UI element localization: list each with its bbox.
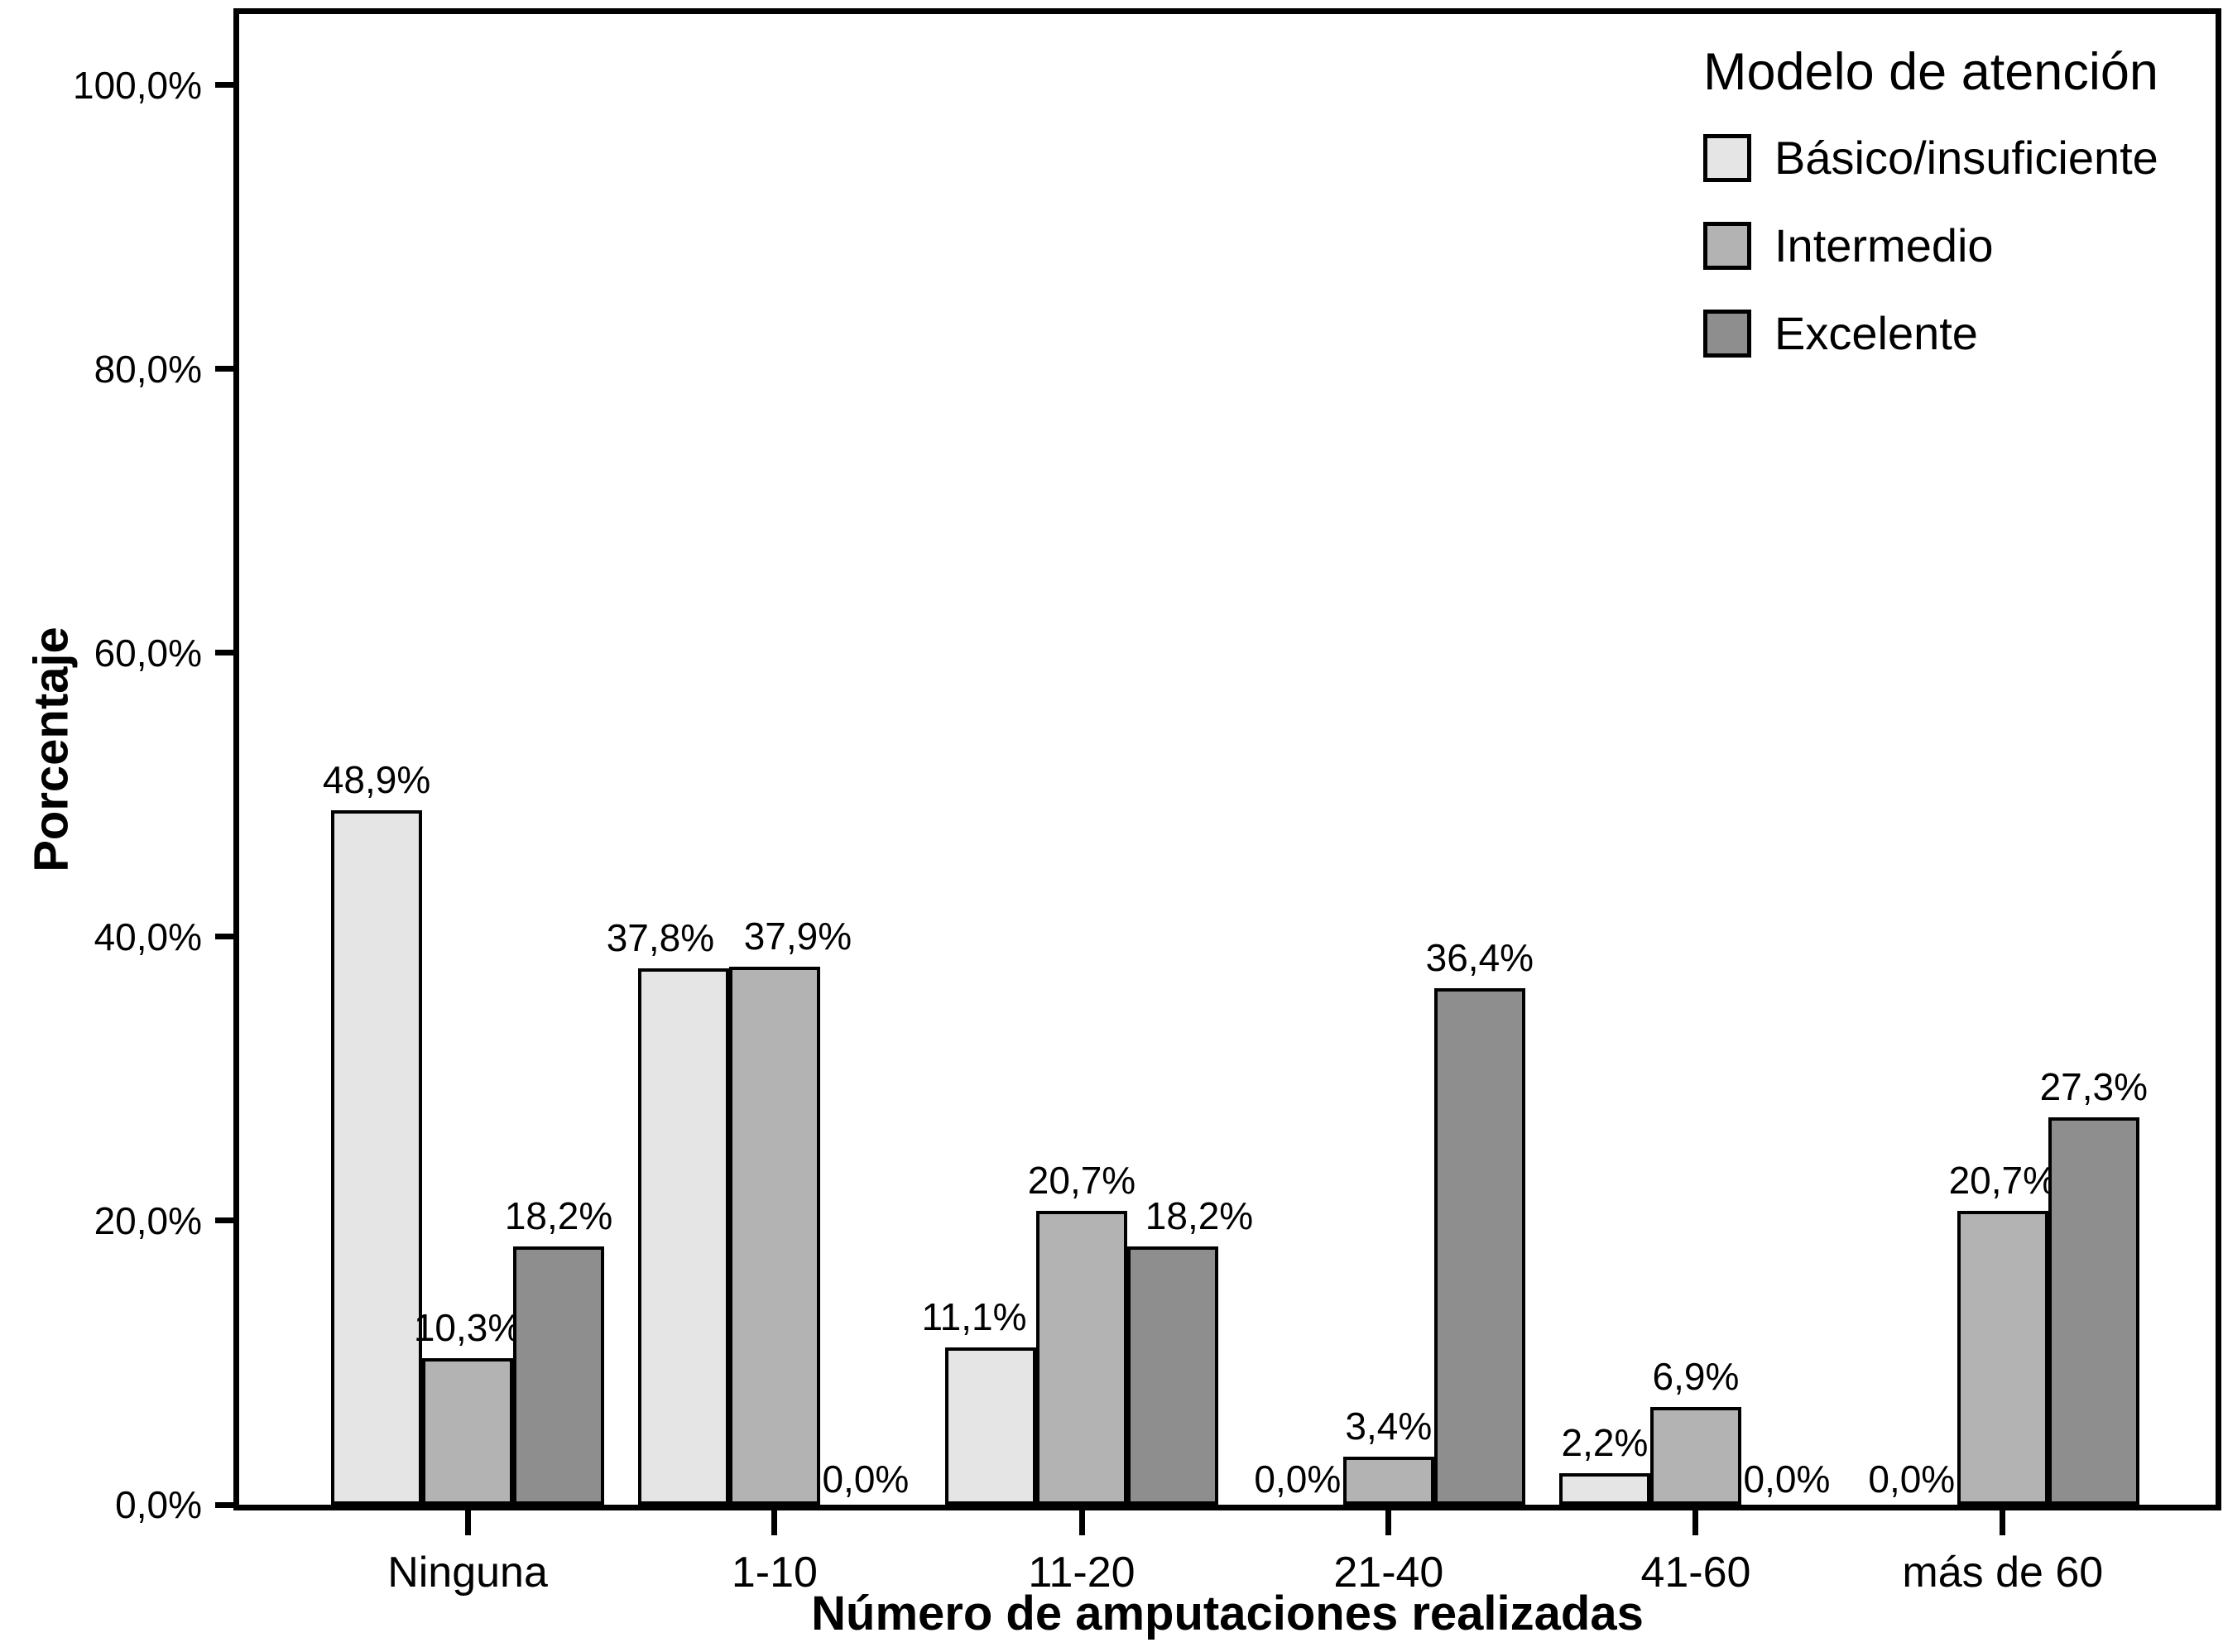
- bar-value-label: 18,2%: [504, 1193, 613, 1237]
- legend-swatch-excelente: [1703, 310, 1751, 358]
- bar-Intermedio-1-10: [728, 966, 820, 1505]
- bar-Básico/insuficiente-11-20: [945, 1347, 1036, 1505]
- legend-swatch-intermedio: [1703, 222, 1751, 270]
- legend-title: Modelo de atención: [1703, 43, 2158, 101]
- x-category-label: 41-60: [1640, 1549, 1751, 1597]
- y-tick-mark: [215, 650, 233, 656]
- x-tick-mark: [2000, 1510, 2006, 1535]
- bar-value-label: 37,8%: [606, 915, 715, 959]
- y-tick-label: 80,0%: [94, 347, 202, 391]
- bar-value-label: 20,7%: [1948, 1158, 2057, 1202]
- bar-value-label: 6,9%: [1652, 1354, 1740, 1398]
- plot-inner: 0,0% 20,0% 40,0% 60,0% 80,0% 100,0% Ninguna 1-1…: [73, 14, 2216, 1597]
- x-tick-mark: [1078, 1510, 1085, 1535]
- bar-Intermedio-más de 60: [1957, 1210, 2048, 1505]
- x-category-label: 1-10: [731, 1549, 818, 1597]
- bar-Excelente-21-40: [1433, 987, 1525, 1505]
- y-tick-label: 20,0%: [94, 1198, 202, 1242]
- bar-Intermedio-21-40: [1342, 1456, 1434, 1505]
- plot-area: 0,0% 20,0% 40,0% 60,0% 80,0% 100,0% Ninguna 1-1…: [73, 8, 2221, 1597]
- x-category-label: 21-40: [1333, 1549, 1444, 1597]
- x-category-label: más de 60: [1902, 1549, 2104, 1597]
- x-tick-mark: [771, 1510, 778, 1535]
- y-tick-mark: [215, 1501, 233, 1508]
- legend-swatch-basico: [1703, 134, 1751, 182]
- legend-label-intermedio: Intermedio: [1774, 219, 1994, 271]
- bar-value-label: 0,0%: [1743, 1458, 1831, 1501]
- bar-value-label: 48,9%: [322, 758, 431, 802]
- legend-item-intermedio: Intermedio: [1703, 220, 2158, 271]
- y-axis-title: Porcentaje: [24, 627, 79, 872]
- x-category-label: Ninguna: [387, 1549, 548, 1597]
- y-tick-label: 60,0%: [94, 631, 202, 675]
- bar-value-label: 10,3%: [413, 1306, 522, 1350]
- bar-value-label: 20,7%: [1027, 1158, 1136, 1202]
- legend-label-excelente: Excelente: [1774, 307, 1978, 359]
- y-tick-mark: [215, 1217, 233, 1224]
- y-tick-label: 0,0%: [115, 1483, 202, 1526]
- x-axis-title: Número de amputaciones realizadas: [811, 1587, 1644, 1640]
- bar-Intermedio-41-60: [1649, 1406, 1741, 1505]
- x-tick-mark: [1385, 1510, 1392, 1535]
- legend: Modelo de atención Básico/insuficiente I…: [1703, 43, 2158, 396]
- bar-value-label: 0,0%: [1254, 1458, 1342, 1501]
- legend-item-basico: Básico/insuficiente: [1703, 132, 2158, 184]
- bar-value-label: 0,0%: [822, 1458, 910, 1501]
- bar-Básico/insuficiente-Ninguna: [331, 810, 423, 1505]
- bar-value-label: 18,2%: [1145, 1193, 1254, 1237]
- bar-value-label: 11,1%: [921, 1294, 1027, 1338]
- bar-value-label: 2,2%: [1561, 1421, 1649, 1465]
- bar-Básico/insuficiente-41-60: [1558, 1473, 1650, 1505]
- bar-value-label: 37,9%: [743, 914, 852, 958]
- bar-value-label: 0,0%: [1868, 1458, 1956, 1501]
- bar-Excelente-Ninguna: [513, 1246, 605, 1505]
- bar-value-label: 36,4%: [1425, 935, 1534, 979]
- bar-value-label: 27,3%: [2039, 1064, 2149, 1108]
- bar-value-label: 3,4%: [1345, 1404, 1433, 1448]
- bar-Básico/insuficiente-1-10: [637, 968, 729, 1505]
- y-tick-mark: [215, 934, 233, 940]
- legend-label-basico: Básico/insuficiente: [1774, 132, 2158, 184]
- bar-Excelente-más de 60: [2048, 1117, 2139, 1505]
- y-tick-label: 40,0%: [94, 915, 202, 958]
- legend-item-excelente: Excelente: [1703, 308, 2158, 359]
- bar-Intermedio-Ninguna: [422, 1358, 514, 1505]
- y-tick-mark: [215, 366, 233, 372]
- bar-Excelente-11-20: [1127, 1246, 1218, 1505]
- x-tick-mark: [1692, 1510, 1699, 1535]
- y-tick-label: 100,0%: [72, 63, 202, 107]
- x-tick-mark: [464, 1510, 471, 1535]
- bar-Intermedio-11-20: [1036, 1210, 1127, 1505]
- y-tick-mark: [215, 82, 233, 89]
- x-category-label: 11-20: [1028, 1549, 1136, 1597]
